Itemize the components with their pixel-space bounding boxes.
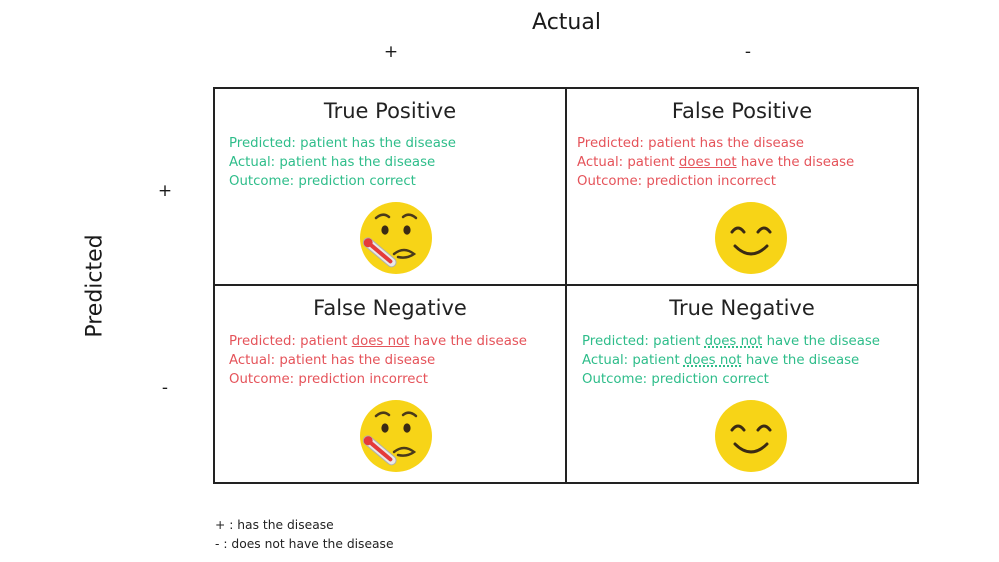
predicted-negative-sign: - [161,378,169,398]
predicted-axis-title: Predicted [82,234,108,338]
predicted-line: Predicted: patient does not have the dis… [229,332,527,351]
text-part: Predicted: patient [229,334,352,349]
cell-title: True Positive [323,99,457,123]
sick-face-thermometer-icon [358,200,434,276]
cell-title: True Negative [669,296,815,320]
text-part: have the disease [762,334,880,349]
cell-description: Predicted: patient has the disease Actua… [577,134,854,191]
actual-negative-sign: - [744,42,752,62]
actual-positive-sign: + [383,42,399,62]
smiling-face-icon [713,398,789,474]
actual-line: Actual: patient has the disease [229,155,436,170]
outcome-line: Outcome: prediction incorrect [577,174,777,189]
emphasis-does-not: does not [704,334,763,349]
actual-axis-title: Actual [532,10,601,35]
smiling-face-icon [713,200,789,276]
false-negative-cell: False Negative Predicted: patient does n… [215,286,567,482]
actual-line: Actual: patient does not have the diseas… [582,351,880,370]
cell-title: False Negative [313,296,467,320]
outcome-line: Outcome: prediction correct [582,372,769,387]
text-part: have the disease [741,353,860,368]
predicted-line: Predicted: patient has the disease [577,136,804,151]
legend-positive: + : has the disease [215,518,334,532]
text-part: have the disease [736,155,855,170]
legend: + : has the disease - : does not have th… [215,516,394,554]
outcome-line: Outcome: prediction correct [229,174,416,189]
true-positive-cell: True Positive Predicted: patient has the… [215,89,567,286]
predicted-line: Predicted: patient has the disease [229,136,456,151]
text-part: Predicted: patient [582,334,705,349]
emphasis-does-not: does not [683,353,742,368]
legend-negative: - : does not have the disease [215,537,394,551]
predicted-line: Predicted: patient does not have the dis… [582,332,880,351]
text-part: Actual: patient [582,353,684,368]
text-part: Actual: patient [577,155,679,170]
actual-line: Actual: patient has the disease [229,353,436,368]
emphasis-does-not: does not [351,334,410,349]
cell-title: False Positive [671,99,813,123]
predicted-positive-sign: + [157,181,173,201]
text-part: have the disease [409,334,527,349]
cell-description: Predicted: patient has the disease Actua… [229,134,456,191]
emphasis-does-not: does not [678,155,737,170]
cell-description: Predicted: patient does not have the dis… [582,332,880,389]
false-positive-cell: False Positive Predicted: patient has th… [567,89,917,286]
true-negative-cell: True Negative Predicted: patient does no… [567,286,917,482]
confusion-matrix: True Positive Predicted: patient has the… [213,87,919,484]
sick-face-thermometer-icon [358,398,434,474]
cell-description: Predicted: patient does not have the dis… [229,332,527,389]
actual-line: Actual: patient does not have the diseas… [577,153,854,172]
outcome-line: Outcome: prediction incorrect [229,372,429,387]
